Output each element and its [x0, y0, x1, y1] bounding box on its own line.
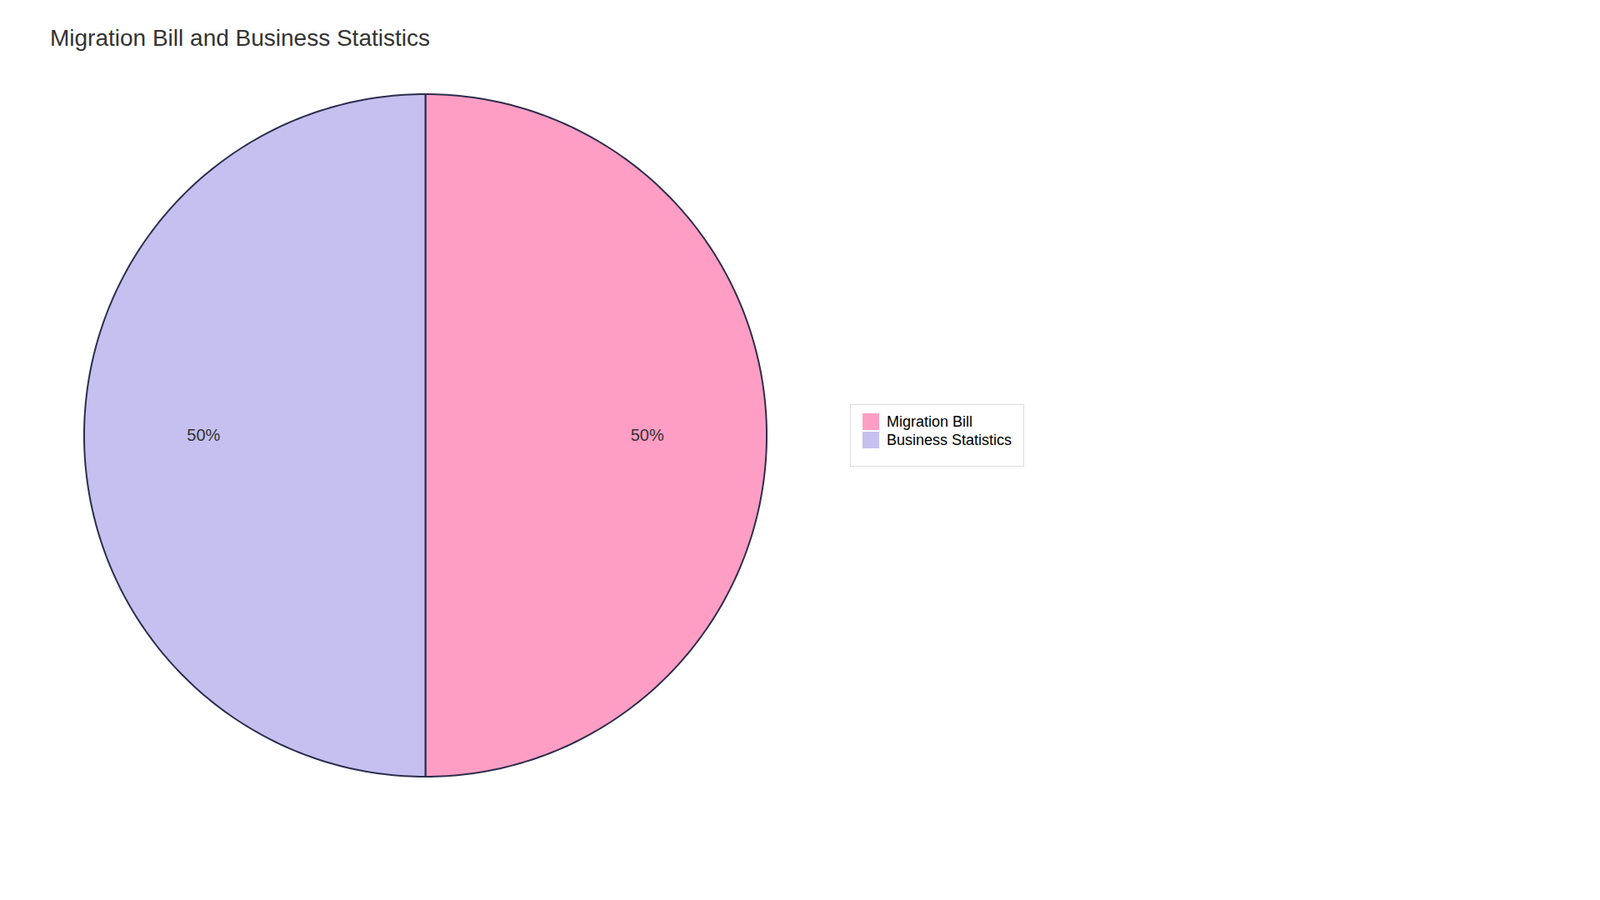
html-text:Business Statistics: Business Statistics: [886, 431, 1012, 448]
html-text:Migration Bill and Business St: Migration Bill and Business Statistics: [50, 25, 430, 51]
svg-text:50%: 50%: [630, 425, 665, 445]
html-text:Migration Bill: Migration Bill: [886, 412, 973, 430]
svg-text:50%: 50%: [186, 425, 220, 445]
